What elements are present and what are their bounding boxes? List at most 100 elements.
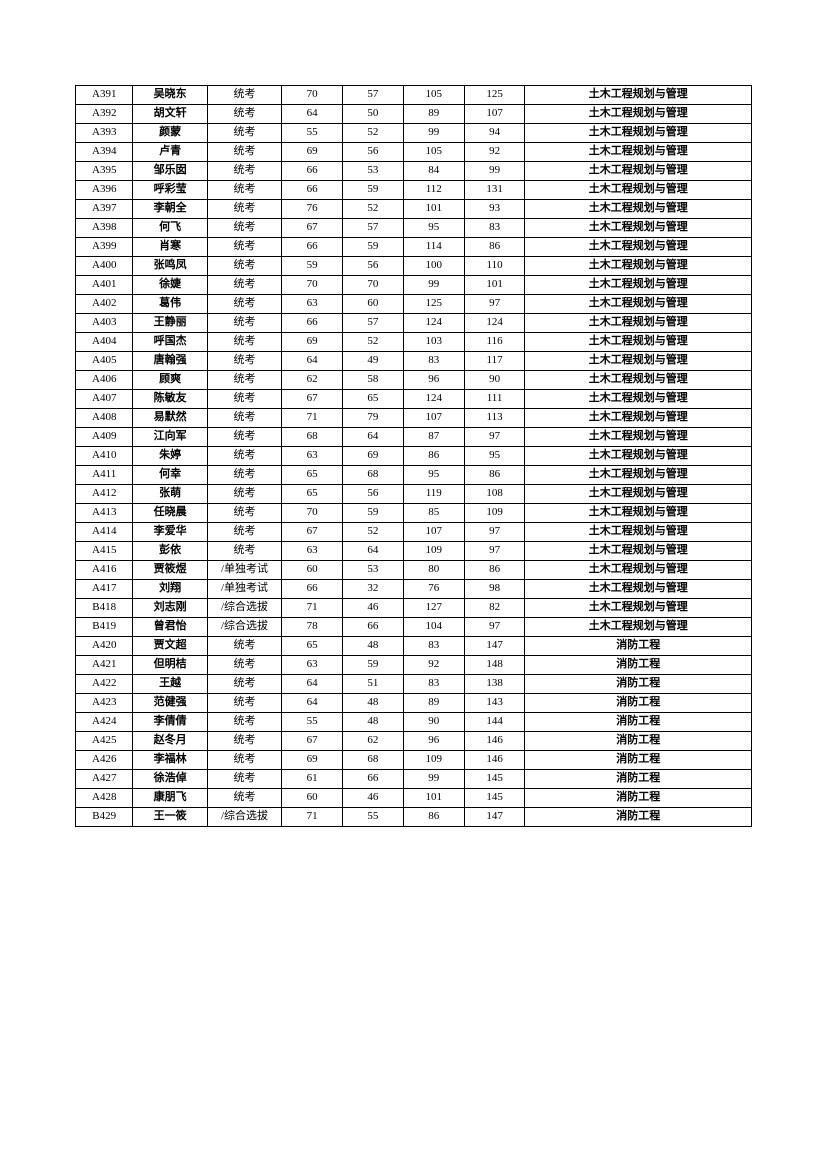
table-row: A414李爱华统考675210797土木工程规划与管理: [76, 523, 752, 542]
cell-name: 何幸: [133, 466, 207, 485]
cell-s2: 57: [343, 86, 404, 105]
cell-id: A423: [76, 694, 133, 713]
cell-s2: 59: [343, 504, 404, 523]
cell-major: 土木工程规划与管理: [525, 219, 752, 238]
cell-s3: 86: [403, 808, 464, 827]
cell-type: 统考: [207, 466, 281, 485]
table-row: A398何飞统考67579583土木工程规划与管理: [76, 219, 752, 238]
table-row: A393颜蒙统考55529994土木工程规划与管理: [76, 124, 752, 143]
cell-s3: 114: [403, 238, 464, 257]
cell-s3: 84: [403, 162, 464, 181]
cell-id: A413: [76, 504, 133, 523]
cell-s4: 99: [464, 162, 525, 181]
cell-id: B429: [76, 808, 133, 827]
cell-s1: 61: [282, 770, 343, 789]
cell-s2: 68: [343, 751, 404, 770]
cell-s4: 83: [464, 219, 525, 238]
cell-s2: 66: [343, 770, 404, 789]
cell-id: A402: [76, 295, 133, 314]
cell-s3: 104: [403, 618, 464, 637]
cell-s4: 92: [464, 143, 525, 162]
cell-s1: 67: [282, 523, 343, 542]
cell-s2: 59: [343, 181, 404, 200]
cell-s2: 56: [343, 143, 404, 162]
cell-id: A422: [76, 675, 133, 694]
cell-s4: 124: [464, 314, 525, 333]
cell-id: A424: [76, 713, 133, 732]
cell-s2: 64: [343, 542, 404, 561]
cell-s2: 32: [343, 580, 404, 599]
cell-s4: 107: [464, 105, 525, 124]
cell-name: 颜蒙: [133, 124, 207, 143]
cell-s1: 63: [282, 295, 343, 314]
cell-name: 贾筱煜: [133, 561, 207, 580]
table-row: A397李朝全统考765210193土木工程规划与管理: [76, 200, 752, 219]
cell-s4: 97: [464, 295, 525, 314]
cell-name: 陈敏友: [133, 390, 207, 409]
cell-s3: 86: [403, 447, 464, 466]
cell-major: 消防工程: [525, 732, 752, 751]
table-row: A411何幸统考65689586土木工程规划与管理: [76, 466, 752, 485]
cell-type: 统考: [207, 770, 281, 789]
cell-major: 土木工程规划与管理: [525, 428, 752, 447]
cell-s4: 145: [464, 770, 525, 789]
cell-type: /综合选拔: [207, 618, 281, 637]
table-row: A412张萌统考6556119108土木工程规划与管理: [76, 485, 752, 504]
cell-s1: 70: [282, 504, 343, 523]
cell-s1: 67: [282, 732, 343, 751]
cell-type: 统考: [207, 105, 281, 124]
cell-name: 朱婷: [133, 447, 207, 466]
table-row: A391吴晓东统考7057105125土木工程规划与管理: [76, 86, 752, 105]
cell-s1: 66: [282, 238, 343, 257]
table-row: A424李倩倩统考554890144消防工程: [76, 713, 752, 732]
cell-s3: 95: [403, 219, 464, 238]
cell-s4: 116: [464, 333, 525, 352]
cell-id: A410: [76, 447, 133, 466]
cell-type: 统考: [207, 675, 281, 694]
table-row: B418刘志刚/综合选拔714612782土木工程规划与管理: [76, 599, 752, 618]
cell-id: A408: [76, 409, 133, 428]
cell-type: 统考: [207, 162, 281, 181]
cell-s4: 138: [464, 675, 525, 694]
cell-major: 土木工程规划与管理: [525, 276, 752, 295]
cell-s4: 86: [464, 238, 525, 257]
cell-id: A411: [76, 466, 133, 485]
cell-s4: 144: [464, 713, 525, 732]
cell-s4: 94: [464, 124, 525, 143]
cell-id: A395: [76, 162, 133, 181]
cell-major: 土木工程规划与管理: [525, 200, 752, 219]
cell-type: 统考: [207, 86, 281, 105]
cell-id: A404: [76, 333, 133, 352]
cell-major: 土木工程规划与管理: [525, 143, 752, 162]
cell-major: 土木工程规划与管理: [525, 86, 752, 105]
cell-id: A391: [76, 86, 133, 105]
cell-major: 土木工程规划与管理: [525, 618, 752, 637]
cell-name: 顾爽: [133, 371, 207, 390]
cell-s3: 112: [403, 181, 464, 200]
table-row: A413任晓晨统考705985109土木工程规划与管理: [76, 504, 752, 523]
table-row: A410朱婷统考63698695土木工程规划与管理: [76, 447, 752, 466]
cell-type: 统考: [207, 219, 281, 238]
cell-s2: 59: [343, 656, 404, 675]
cell-id: B419: [76, 618, 133, 637]
cell-s3: 99: [403, 124, 464, 143]
cell-s4: 111: [464, 390, 525, 409]
cell-s1: 67: [282, 390, 343, 409]
table-row: A395邹乐囡统考66538499土木工程规划与管理: [76, 162, 752, 181]
cell-s2: 50: [343, 105, 404, 124]
cell-type: 统考: [207, 371, 281, 390]
cell-type: 统考: [207, 447, 281, 466]
cell-type: 统考: [207, 732, 281, 751]
cell-type: /单独考试: [207, 580, 281, 599]
cell-s3: 103: [403, 333, 464, 352]
table-row: A422王越统考645183138消防工程: [76, 675, 752, 694]
cell-s1: 76: [282, 200, 343, 219]
cell-type: 统考: [207, 523, 281, 542]
cell-s4: 117: [464, 352, 525, 371]
cell-id: A412: [76, 485, 133, 504]
cell-type: 统考: [207, 789, 281, 808]
cell-id: A406: [76, 371, 133, 390]
cell-major: 土木工程规划与管理: [525, 352, 752, 371]
cell-s4: 113: [464, 409, 525, 428]
cell-type: 统考: [207, 352, 281, 371]
